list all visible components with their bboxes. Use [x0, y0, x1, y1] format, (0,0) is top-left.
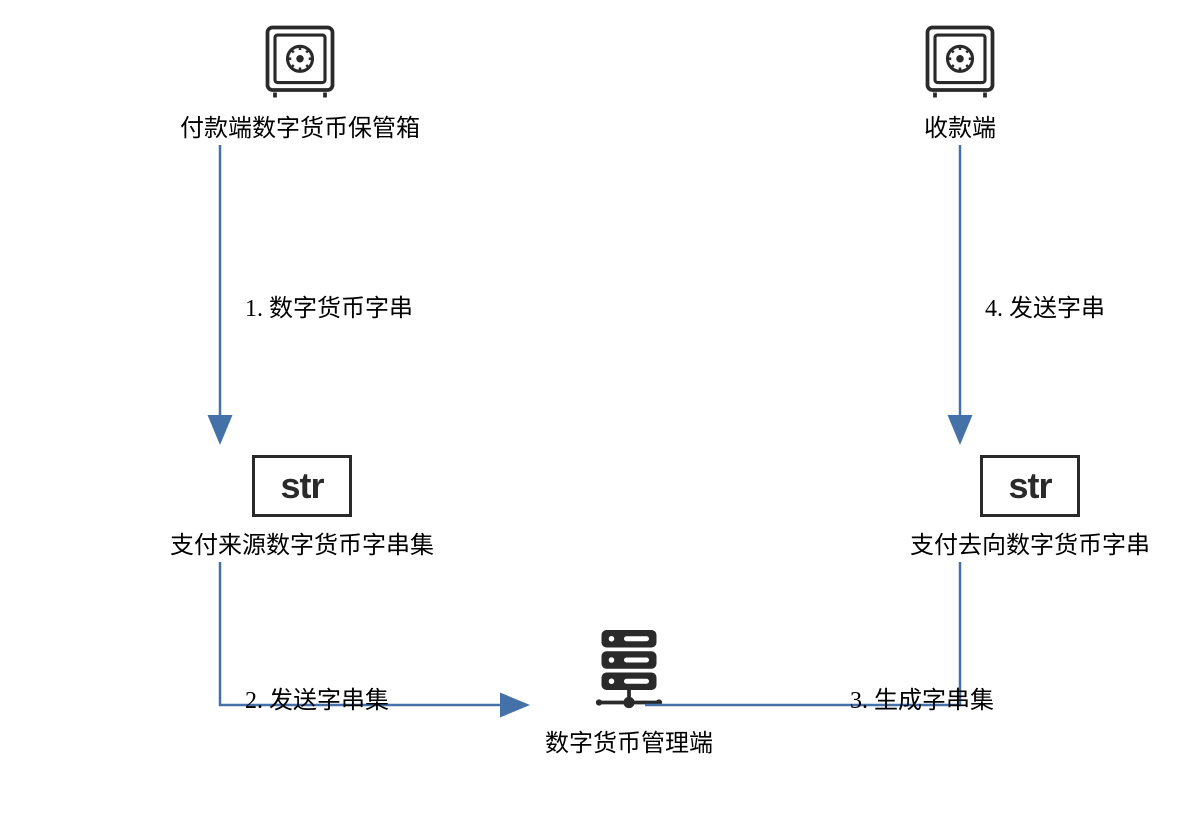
edge-label-2: 2. 发送字串集 — [245, 680, 389, 715]
diagram-arrows — [0, 0, 1182, 820]
edge-label-3: 3. 生成字串集 — [850, 680, 994, 715]
edge-label-4: 4. 发送字串 — [985, 288, 1105, 323]
edge-label-1: 1. 数字货币字串 — [245, 288, 413, 323]
